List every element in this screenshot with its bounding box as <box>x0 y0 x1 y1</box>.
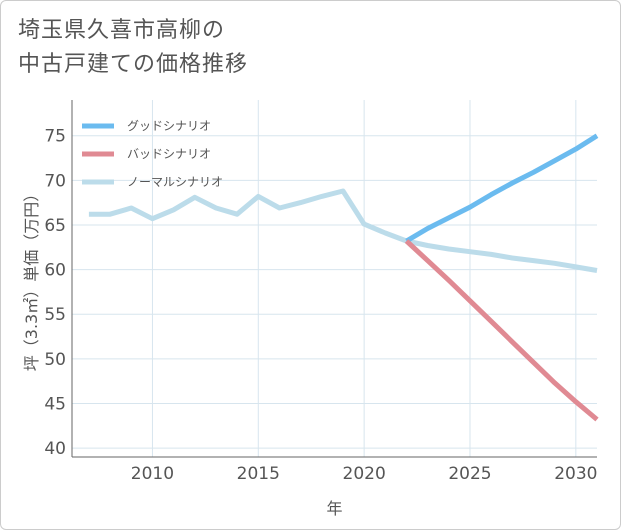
x-tick-label-2030: 2030 <box>554 464 597 484</box>
series-line-1 <box>405 133 599 244</box>
y-tick-label-45: 45 <box>44 394 66 414</box>
y-tick-label-75: 75 <box>44 127 66 147</box>
x-tick-label-2015: 2015 <box>237 464 280 484</box>
y-tick-label-55: 55 <box>44 305 66 325</box>
y-tick-label-40: 40 <box>44 439 66 459</box>
tick-labels: 2010 2015 2020 2025 2030 40 45 50 55 60 65 70 75 <box>44 127 597 484</box>
x-axis-label: 年 <box>326 499 342 518</box>
series-line-2 <box>404 239 599 422</box>
y-tick-label-65: 65 <box>44 216 66 236</box>
series-line-3 <box>88 188 598 273</box>
x-tick-label-2020: 2020 <box>343 464 386 484</box>
legend-label-2: バッドシナリオ <box>127 147 211 161</box>
axes <box>71 100 597 458</box>
legend-label-3: ノーマルシナリオ <box>127 175 223 189</box>
chart-title: 埼玉県久喜市高柳の 中古戸建ての価格推移 <box>18 18 249 77</box>
series-lines <box>88 133 599 422</box>
grid <box>72 100 597 457</box>
y-tick-label-60: 60 <box>44 261 66 281</box>
y-axis-label: 坪（3.3㎡）単価（万円） <box>22 186 41 371</box>
y-tick-label-70: 70 <box>44 171 66 191</box>
x-tick-label-2010: 2010 <box>131 464 174 484</box>
y-tick-label-50: 50 <box>44 350 66 370</box>
legend-label-1: グッドシナリオ <box>127 119 211 133</box>
x-tick-label-2025: 2025 <box>448 464 491 484</box>
